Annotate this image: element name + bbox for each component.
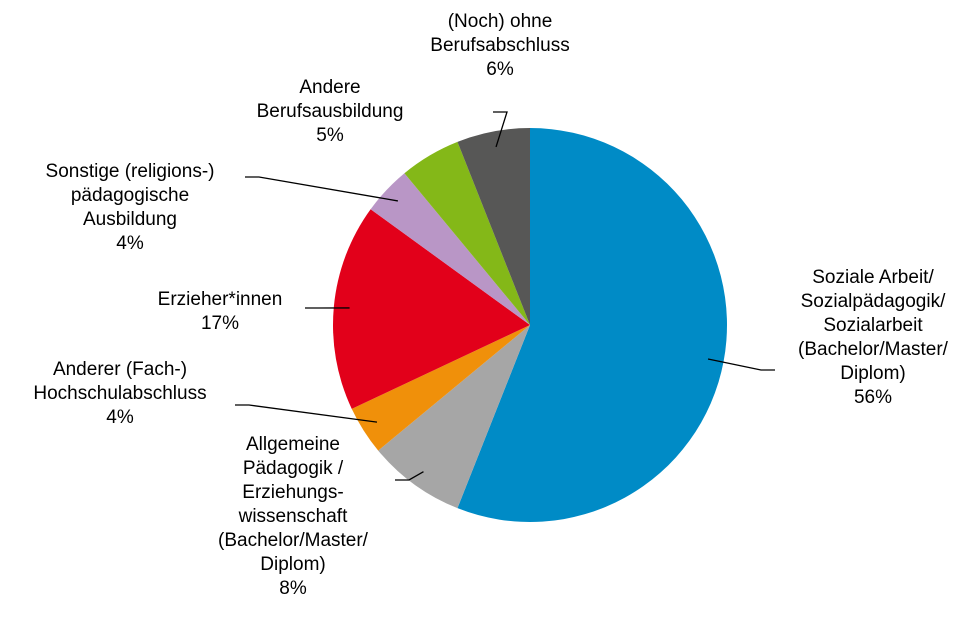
slice-label: Allgemeine Pädagogik / Erziehungs- wisse… (218, 433, 368, 601)
slice-label: Soziale Arbeit/ Sozialpädagogik/ Soziala… (798, 266, 948, 410)
category-name: Soziale Arbeit/ Sozialpädagogik/ Soziala… (798, 267, 948, 384)
slice-label: Erzieher*innen 17% (158, 288, 283, 336)
category-name: Sonstige (religions-) pädagogische Ausbi… (45, 161, 215, 230)
percent-label: 4% (106, 407, 134, 428)
category-name: Andere Berufsausbildung (256, 77, 404, 122)
pie-slice (404, 141, 530, 325)
pie-slice (457, 128, 530, 325)
percent-label: 5% (316, 125, 344, 146)
leader-line (245, 176, 398, 202)
category-name: Erzieher*innen (157, 289, 283, 310)
pie-slice (351, 325, 530, 451)
slice-label: Anderer (Fach-) Hochschulabschluss 4% (33, 358, 206, 430)
category-name: Allgemeine Pädagogik / Erziehungs- wisse… (218, 434, 368, 575)
pie-slice (333, 209, 530, 409)
slice-label: Sonstige (religions-) pädagogische Ausbi… (46, 160, 215, 256)
category-name: (Noch) ohne Berufsabschluss (430, 11, 570, 56)
leader-line (235, 404, 378, 423)
leader-line (493, 111, 508, 148)
pie-slice (378, 325, 530, 509)
leader-line (395, 471, 424, 481)
pie-slice (370, 173, 530, 325)
category-name: Anderer (Fach-) Hochschulabschluss (33, 359, 207, 404)
percent-label: 8% (279, 578, 307, 599)
slice-label: (Noch) ohne Berufsabschluss 6% (430, 10, 569, 82)
percent-label: 56% (853, 387, 893, 408)
percent-label: 4% (116, 233, 144, 254)
percent-label: 6% (486, 59, 514, 80)
pie-slice (457, 128, 728, 522)
slice-label: Andere Berufsausbildung 5% (257, 76, 404, 148)
percent-label: 17% (200, 313, 240, 334)
leader-line (707, 358, 775, 371)
